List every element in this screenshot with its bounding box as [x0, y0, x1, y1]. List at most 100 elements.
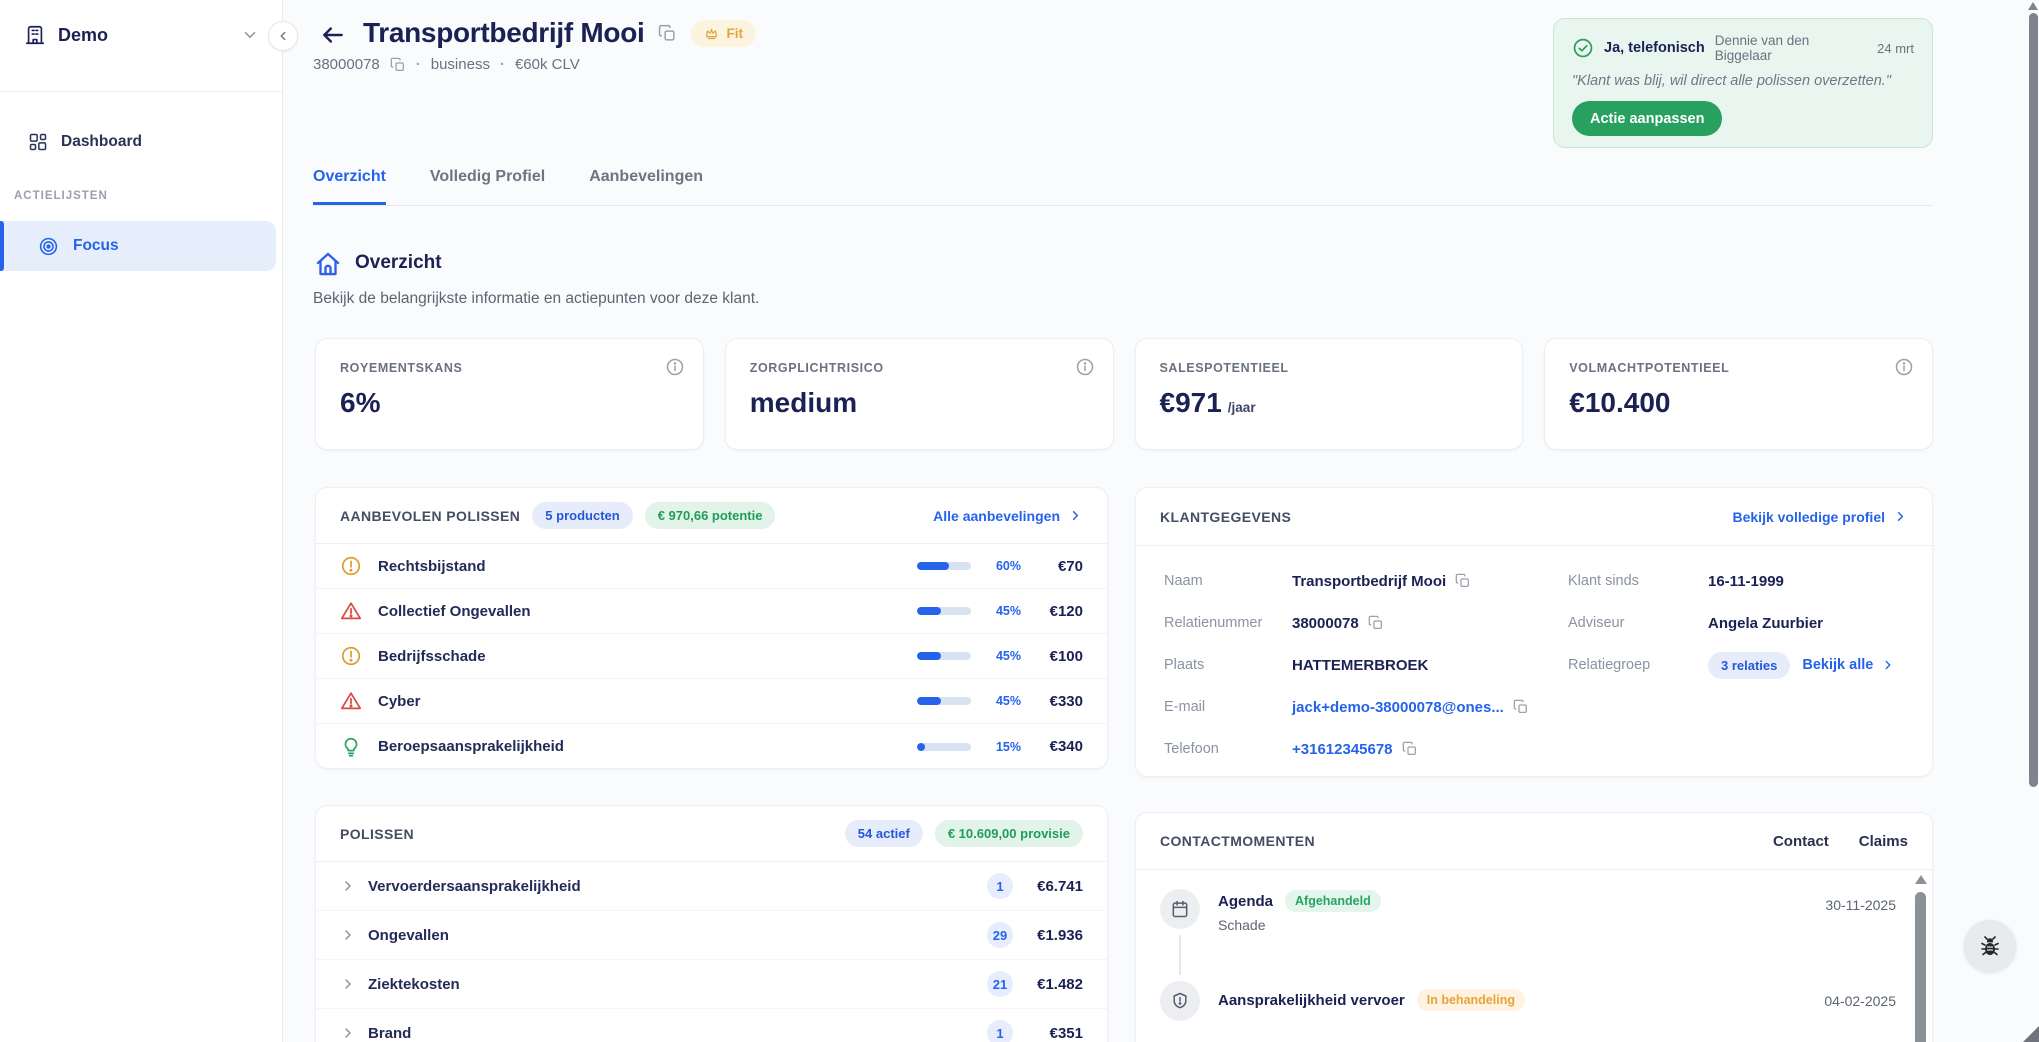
customer-data-card: KLANTGEGEVENS Bekijk volledige profiel N…	[1135, 487, 1933, 777]
note-author: Dennie van den Biggelaar	[1714, 33, 1810, 63]
contacts-tab-contact[interactable]: Contact	[1772, 832, 1829, 850]
recommended-row[interactable]: Beroepsaansprakelijkheid 15% €340	[316, 724, 1107, 769]
sidebar-item-dashboard[interactable]: Dashboard	[16, 122, 266, 162]
chevron-down-icon	[241, 26, 259, 44]
contact-subtitle: Schade	[1218, 917, 1266, 933]
section-title: Overzicht	[355, 252, 442, 273]
view-full-profile-link[interactable]: Bekijk volledige profiel	[1733, 509, 1909, 525]
page-title-row: Transportbedrijf Mooi Fit	[363, 12, 756, 54]
page-scrollbar[interactable]	[2027, 0, 2039, 1042]
card-title: POLISSEN	[340, 825, 414, 842]
chevron-left-icon	[280, 31, 286, 41]
recommended-row[interactable]: Cyber 45% €330	[316, 679, 1107, 724]
bug-report-button[interactable]	[1964, 920, 2016, 972]
city-value: HATTEMERBROEK	[1292, 656, 1429, 674]
policy-group-row[interactable]: Ongevallen 29 €1.936	[316, 911, 1107, 960]
back-button[interactable]	[320, 22, 346, 48]
section-subtitle: Bekijk de belangrijkste informatie en ac…	[313, 290, 760, 307]
building-icon	[24, 24, 46, 46]
email-link[interactable]: jack+demo-38000078@ones...	[1292, 698, 1504, 716]
chevron-right-icon	[1072, 511, 1079, 520]
customer-since: 16-11-1999	[1708, 572, 1784, 590]
info-icon[interactable]	[1075, 357, 1095, 377]
workspace-name: Demo	[58, 24, 109, 45]
info-icon[interactable]	[665, 357, 685, 377]
bug-icon	[1981, 936, 1999, 956]
recommended-policies-card: AANBEVOLEN POLISSEN 5 producten € 970,66…	[315, 487, 1108, 769]
policy-group-row[interactable]: Brand 1 €351	[316, 1009, 1107, 1042]
copy-icon[interactable]	[1368, 615, 1384, 631]
field-label: Adviseur	[1568, 615, 1625, 631]
active-count-badge: 54 actief	[844, 820, 923, 847]
scrollbar-thumb[interactable]	[2028, 13, 2038, 787]
alert-circle-icon	[340, 645, 362, 667]
tab-overzicht[interactable]: Overzicht	[313, 168, 386, 205]
kpi-row: ROYEMENTSKANS 6% ZORGPLICHTRISICO medium…	[315, 338, 1933, 450]
contact-date: 04-02-2025	[1824, 993, 1896, 1009]
policy-count-badge: 21	[987, 971, 1013, 997]
chevron-right-icon	[340, 878, 356, 894]
tabbar: Overzicht Volledig Profiel Aanbevelingen	[313, 168, 1933, 206]
scroll-up-arrow[interactable]	[1915, 875, 1927, 884]
contact-item[interactable]: Agenda Afgehandeld	[1218, 890, 1381, 912]
sidebar-divider	[0, 91, 283, 92]
copy-icon[interactable]	[1402, 741, 1418, 757]
phone-link[interactable]: +31612345678	[1292, 740, 1393, 758]
advisor-name: Angela Zuurbier	[1708, 614, 1824, 632]
sidebar-item-label: Dashboard	[61, 133, 142, 150]
card-title: CONTACTMOMENTEN	[1160, 833, 1316, 849]
alert-triangle-icon	[340, 690, 362, 712]
commission-badge: € 10.609,00 provisie	[934, 820, 1083, 847]
probability-bar	[917, 562, 971, 570]
policy-count-badge: 29	[987, 922, 1013, 948]
all-recommendations-link[interactable]: Alle aanbevelingen	[933, 508, 1083, 524]
view-all-relations-link[interactable]: Bekijk alle	[1802, 657, 1895, 673]
status-badge: In behandeling	[1416, 989, 1525, 1011]
customer-name: Transportbedrijf Mooi	[1292, 572, 1447, 590]
clv-label: €60k CLV	[514, 56, 580, 73]
contact-date: 30-11-2025	[1825, 897, 1896, 913]
crown-icon	[706, 28, 718, 39]
policy-count-badge: 1	[987, 873, 1013, 899]
workspace-switcher[interactable]: Demo	[24, 24, 259, 46]
relations-count-badge[interactable]: 3 relaties	[1708, 651, 1791, 679]
contacts-scrollbar[interactable]	[1915, 875, 1927, 1042]
tab-volledig-profiel[interactable]: Volledig Profiel	[429, 168, 546, 185]
fit-badge: Fit	[691, 19, 756, 47]
status-badge: Afgehandeld	[1285, 890, 1381, 912]
copy-icon[interactable]	[390, 57, 406, 73]
contacts-tab-claims[interactable]: Claims	[1858, 832, 1908, 850]
customer-meta: 38000078 · business · €60k CLV	[313, 56, 580, 73]
contact-item[interactable]: Aansprakelijkheid vervoer In behandeling	[1218, 989, 1525, 1011]
copy-icon[interactable]	[1513, 699, 1529, 715]
recommended-row[interactable]: Bedrijfsschade 45% €100	[316, 634, 1107, 679]
scroll-up-arrow[interactable]	[2028, 2, 2038, 10]
sidebar-section-label: ACTIELIJSTEN	[14, 190, 108, 202]
info-icon[interactable]	[1894, 357, 1914, 377]
policy-group-row[interactable]: Vervoerdersaansprakelijkheid 1 €6.741	[316, 862, 1107, 911]
page-title: Transportbedrijf Mooi	[363, 17, 645, 48]
recommended-row[interactable]: Collectief Ongevallen 45% €120	[316, 589, 1107, 634]
note-title: Ja, telefonisch	[1604, 40, 1705, 56]
policy-group-row[interactable]: Ziektekosten 21 €1.482	[316, 960, 1107, 1009]
copy-icon[interactable]	[658, 24, 677, 43]
sidebar-item-focus[interactable]: Focus	[0, 221, 276, 271]
lightbulb-icon	[340, 736, 362, 758]
recommended-row[interactable]: Rechtsbijstand 60% €70	[316, 544, 1107, 589]
copy-icon[interactable]	[1455, 573, 1471, 589]
chevron-right-icon	[340, 927, 356, 943]
kpi-salespotentieel: SALESPOTENTIEEL €971/jaar	[1134, 338, 1524, 450]
note-date: 24 mrt	[1877, 40, 1914, 56]
adjust-action-button[interactable]: Actie aanpassen	[1572, 101, 1723, 136]
probability-bar	[917, 652, 971, 660]
tab-aanbevelingen[interactable]: Aanbevelingen	[589, 168, 704, 185]
check-circle-icon	[1572, 37, 1594, 59]
corner-resize-grip	[2023, 1026, 2039, 1042]
action-notification-card: Ja, telefonisch Dennie van den Biggelaar…	[1553, 18, 1933, 148]
sidebar-collapse-button[interactable]	[268, 21, 298, 51]
segment-label: business	[430, 56, 490, 73]
chevron-right-icon	[340, 976, 356, 992]
field-label: Plaats	[1164, 657, 1205, 673]
scrollbar-thumb[interactable]	[1915, 892, 1926, 1042]
potential-badge: € 970,66 potentie	[644, 502, 776, 529]
